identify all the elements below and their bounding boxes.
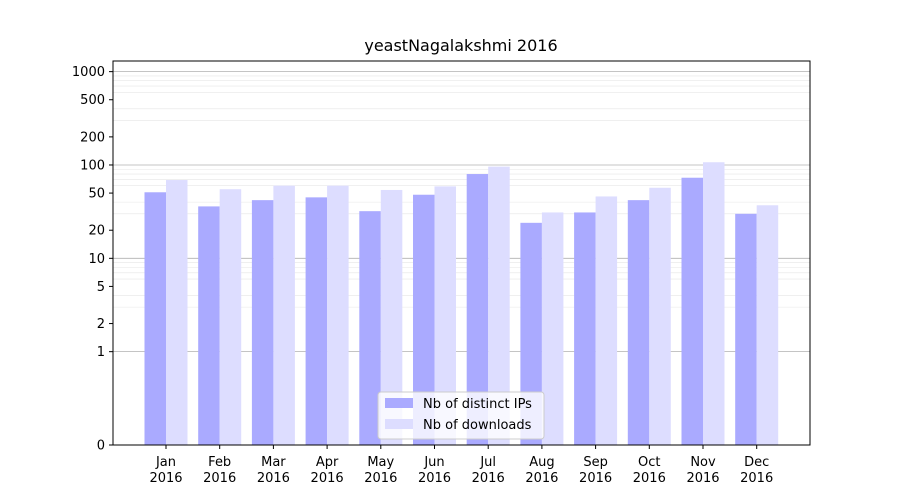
x-tick-label-month: Nov	[690, 455, 716, 470]
bar-distinct-ips	[627, 200, 650, 445]
bar-downloads	[273, 185, 295, 445]
x-tick-label-year: 2016	[311, 471, 344, 486]
x-tick-label-year: 2016	[472, 471, 505, 486]
x-tick-label-year: 2016	[149, 471, 182, 486]
x-tick-label-month: Apr	[316, 455, 339, 470]
legend-label: Nb of downloads	[423, 418, 532, 433]
x-tick-label-month: Jan	[155, 455, 176, 470]
bar-distinct-ips	[466, 174, 489, 445]
bar-distinct-ips	[144, 192, 166, 445]
x-tick-label-year: 2016	[525, 471, 558, 486]
x-tick-label-year: 2016	[257, 471, 290, 486]
x-tick-label-year: 2016	[579, 471, 612, 486]
legend-swatch	[385, 398, 413, 408]
x-tick-label-month: Jun	[423, 455, 444, 470]
bar-downloads	[649, 187, 671, 445]
x-tick-label-year: 2016	[364, 471, 397, 486]
y-tick-label: 1	[97, 345, 105, 360]
bar-downloads	[756, 205, 779, 445]
legend-swatch	[385, 419, 413, 429]
bar-distinct-ips	[574, 212, 596, 445]
x-tick-label-year: 2016	[418, 471, 451, 486]
bar-downloads	[380, 189, 403, 445]
y-axis: 0 1 2 5 10 20 50 100 200 500 1000	[72, 65, 113, 454]
x-tick-label-year: 2016	[740, 471, 773, 486]
bars	[144, 162, 779, 445]
legend-label: Nb of distinct IPs	[423, 397, 532, 412]
x-tick-label-year: 2016	[686, 471, 719, 486]
x-tick-label-month: Oct	[638, 455, 660, 470]
bar-distinct-ips	[359, 211, 381, 445]
y-tick-label: 0	[97, 439, 105, 454]
x-tick-label-month: Sep	[583, 455, 608, 470]
y-tick-label: 50	[88, 187, 105, 202]
legend: Nb of distinct IPs Nb of downloads	[377, 391, 545, 440]
plot-frame	[112, 60, 811, 446]
bar-distinct-ips	[520, 222, 542, 445]
bar-downloads	[595, 196, 618, 445]
chart-title: yeastNagalakshmi 2016	[364, 36, 557, 55]
bar-distinct-ips	[198, 206, 220, 445]
y-tick-label: 10	[88, 252, 105, 267]
y-tick-label: 500	[80, 93, 105, 108]
bar-distinct-ips	[681, 177, 703, 445]
x-tick-label-month: Dec	[744, 455, 769, 470]
bar-downloads	[327, 185, 349, 445]
x-tick-label-month: Aug	[529, 455, 554, 470]
x-tick-label-month: Feb	[208, 455, 231, 470]
bar-downloads	[219, 189, 242, 445]
y-tick-label: 20	[88, 224, 105, 239]
bar-distinct-ips	[305, 197, 328, 445]
bar-downloads	[541, 212, 564, 445]
x-tick-label-month: May	[367, 455, 394, 470]
y-tick-label: 200	[80, 130, 105, 145]
bar-downloads	[703, 162, 725, 445]
y-tick-label: 5	[97, 280, 105, 295]
y-tick-label: 1000	[72, 65, 105, 80]
y-tick-label: 100	[80, 158, 105, 173]
x-tick-label-month: Jul	[479, 455, 496, 470]
legend-box	[377, 391, 545, 440]
bar-downloads	[166, 180, 188, 445]
bar-downloads	[434, 186, 456, 445]
bar-distinct-ips	[413, 194, 435, 445]
x-tick-label-year: 2016	[633, 471, 666, 486]
y-tick-label: 2	[97, 317, 105, 332]
x-axis: Jan2016Feb2016Mar2016Apr2016May2016Jun20…	[149, 445, 773, 486]
bar-distinct-ips	[251, 200, 274, 445]
bar-distinct-ips	[735, 213, 757, 445]
x-tick-label-month: Mar	[261, 455, 286, 470]
bar-downloads	[488, 166, 510, 445]
x-tick-label-year: 2016	[203, 471, 236, 486]
